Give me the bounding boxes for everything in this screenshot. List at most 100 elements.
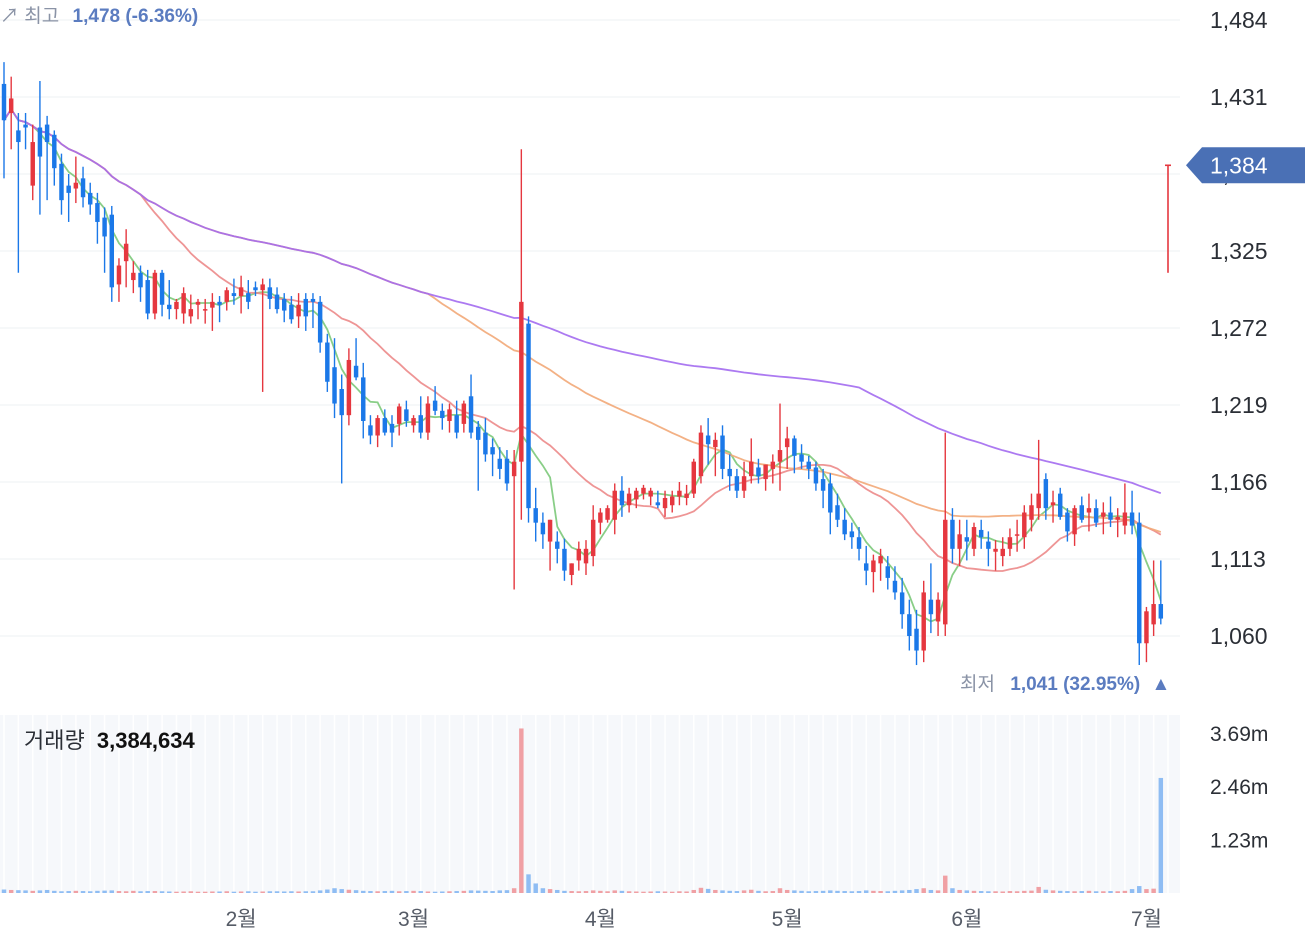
candle-body [159, 272, 165, 305]
candle-body [303, 298, 309, 317]
volume-bar [131, 890, 136, 893]
volume-bar [145, 891, 150, 893]
volume-bar [1101, 891, 1106, 893]
volume-bar [828, 890, 833, 893]
date-tick-label: 2월 [226, 908, 257, 931]
volume-bar [1144, 889, 1149, 893]
volume-tick-label: 1.23m [1210, 830, 1268, 853]
volume-bar [576, 891, 582, 893]
volume-bar [1122, 890, 1128, 893]
price-grid [0, 19, 1180, 637]
candle-body [835, 505, 840, 520]
volume-bar [820, 890, 826, 893]
volume-bar [878, 891, 883, 893]
candle-body [325, 342, 330, 382]
candle-body [677, 490, 682, 497]
candle-body [784, 438, 790, 448]
candle-body [131, 272, 136, 281]
volume-bar [447, 891, 452, 893]
candle-body [440, 410, 445, 419]
volume-bar [1079, 891, 1085, 893]
volume-bar [44, 889, 50, 893]
candle-body [1093, 508, 1099, 523]
candle-body [1115, 516, 1120, 520]
price-tick-label: 1,272 [1210, 315, 1268, 341]
volume-bar [95, 890, 100, 893]
volume-bar [684, 891, 689, 893]
volume-bar [1022, 890, 1027, 893]
candle-body [878, 556, 883, 564]
candle-body [978, 529, 984, 538]
volume-bar [749, 889, 754, 893]
volume-bar [1086, 890, 1092, 893]
volume-bar [950, 888, 955, 893]
volume-bar [626, 891, 632, 893]
volume-bar [957, 889, 962, 893]
candle-body [8, 98, 14, 113]
candle-body [123, 243, 129, 262]
candle-body [181, 293, 186, 314]
candle-body [583, 548, 589, 564]
candle-body [705, 435, 711, 445]
candle-body [1050, 502, 1056, 506]
volume-bar [353, 890, 359, 893]
volume-bar [224, 891, 229, 893]
candle-body [152, 272, 158, 314]
price-tick-label: 1,060 [1210, 623, 1268, 649]
volume-bar [181, 891, 186, 893]
volume-bar [1072, 891, 1077, 893]
low-label-value: 1,041 (32.95%) [1010, 674, 1140, 695]
candle-body [396, 406, 402, 424]
volume-bar [1065, 891, 1070, 893]
volume-bar [964, 890, 970, 893]
candle-body [404, 409, 409, 421]
volume-bar [756, 890, 761, 893]
candle-body [1000, 548, 1005, 557]
volume-bar [497, 890, 503, 893]
volume-bar [202, 891, 208, 893]
low-label-prefix: 최저 [960, 673, 995, 695]
candle-body [238, 287, 244, 297]
candle-body [727, 468, 732, 477]
candle-body [1022, 512, 1027, 538]
volume-bar [619, 890, 625, 893]
moving-average-line [3, 107, 1162, 533]
candle-body [569, 563, 574, 575]
candle-body [547, 519, 553, 542]
candle-body [763, 464, 768, 480]
volume-bar [935, 890, 941, 893]
volume-bar [720, 890, 725, 893]
candle-body [964, 537, 970, 542]
volume-bar [540, 888, 546, 893]
candle-body [519, 301, 524, 462]
candle-body [1122, 512, 1128, 526]
candle-body [849, 531, 855, 538]
candle-body [447, 409, 452, 421]
candle-body [957, 534, 962, 549]
volume-grid [0, 715, 1180, 893]
candle-body [504, 458, 510, 484]
candle-body [1158, 604, 1164, 619]
candle-body [425, 403, 431, 433]
volume-bar [641, 891, 646, 893]
volume-bar [598, 890, 603, 893]
candle-body [310, 298, 316, 302]
candle-body [935, 599, 941, 622]
volume-bar [475, 890, 481, 893]
volume-bar [59, 891, 64, 893]
high-label-value: 1,478 (-6.36%) [73, 6, 199, 27]
volume-bar [52, 890, 57, 893]
volume-label-value: 3,384,634 [97, 728, 196, 753]
volume-bar [30, 890, 35, 893]
candle-body [411, 418, 416, 426]
candle-body [317, 301, 323, 343]
volume-bar [504, 890, 510, 893]
volume-bar [246, 891, 251, 893]
volume-bar [907, 889, 912, 893]
candle-body [562, 548, 567, 571]
volume-bars [1, 728, 1164, 893]
candle-body [626, 493, 632, 506]
candle-body [655, 502, 661, 506]
volume-bar [425, 891, 431, 893]
